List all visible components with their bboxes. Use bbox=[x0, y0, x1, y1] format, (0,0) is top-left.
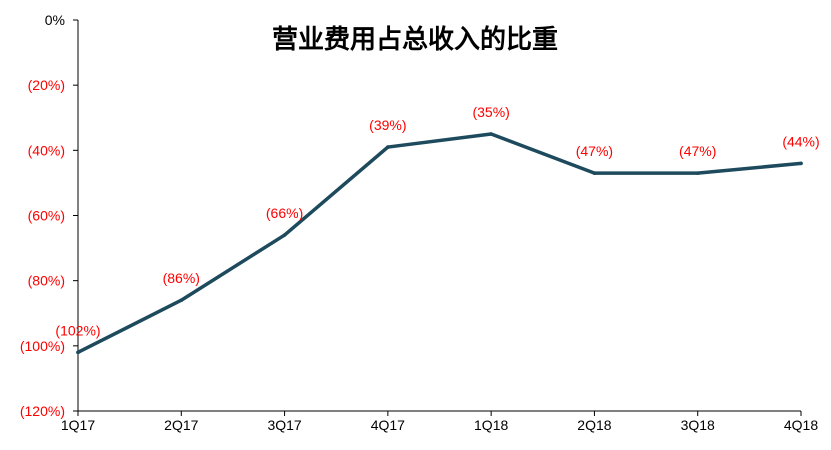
y-tick-label: (120%) bbox=[20, 403, 65, 419]
data-label: (39%) bbox=[369, 117, 406, 133]
data-point bbox=[179, 298, 184, 303]
data-label: (44%) bbox=[782, 133, 819, 149]
data-label: (66%) bbox=[266, 205, 303, 221]
data-point bbox=[282, 233, 287, 237]
x-tick-label: 4Q17 bbox=[371, 417, 405, 433]
data-point bbox=[695, 171, 700, 175]
y-tick-label: (20%) bbox=[28, 77, 65, 93]
data-point bbox=[489, 132, 493, 136]
x-tick-label: 3Q17 bbox=[267, 417, 301, 433]
x-tick-label: 1Q18 bbox=[474, 417, 508, 433]
x-tick-label: 3Q18 bbox=[681, 417, 715, 433]
y-tick-label: (60%) bbox=[28, 208, 65, 224]
data-label: (102%) bbox=[55, 322, 100, 338]
x-tick-label: 2Q17 bbox=[164, 417, 198, 433]
y-axis: (120%) (100%) (80%) (60%) (40%) (20%) 0% bbox=[20, 12, 79, 419]
x-tick-label: 4Q18 bbox=[784, 417, 818, 433]
x-axis: 1Q17 2Q17 3Q17 4Q17 1Q18 2Q18 3Q18 4Q18 bbox=[61, 410, 818, 433]
data-point bbox=[386, 145, 390, 149]
series-line bbox=[76, 132, 803, 355]
data-label: (86%) bbox=[163, 270, 200, 286]
series-line-group bbox=[76, 132, 803, 355]
data-point bbox=[592, 171, 597, 175]
x-tick-label: 2Q18 bbox=[577, 417, 611, 433]
data-label: (35%) bbox=[472, 104, 509, 120]
data-point bbox=[76, 350, 80, 355]
chart-title: 营业费用占总收入的比重 bbox=[272, 24, 558, 55]
data-labels: (102%) (86%) (66%) (39%) (35%) (47%) (47%) (44%… bbox=[55, 104, 819, 338]
x-tick-label: 1Q17 bbox=[61, 417, 95, 433]
data-label: (47%) bbox=[576, 143, 613, 159]
y-tick-label: (80%) bbox=[28, 273, 65, 289]
data-label: (47%) bbox=[679, 143, 716, 159]
y-tick-label: (40%) bbox=[28, 142, 65, 158]
y-tick-label: 0% bbox=[45, 12, 65, 28]
y-tick-label: (100%) bbox=[20, 338, 65, 354]
data-point bbox=[799, 161, 803, 166]
